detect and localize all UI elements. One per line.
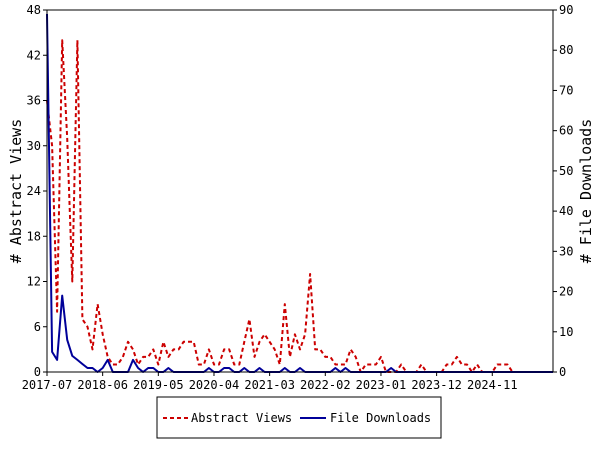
- left-tick-label: 18: [27, 229, 41, 243]
- legend-label-file-downloads: File Downloads: [330, 411, 431, 425]
- right-tick-label: 70: [559, 83, 573, 97]
- right-tick-label: 60: [559, 124, 573, 138]
- series-line-abstract-views: [46, 39, 553, 373]
- legend: Abstract Views File Downloads: [156, 396, 442, 439]
- left-tick-label: 42: [27, 48, 41, 62]
- x-tick-label: 2019-05: [133, 378, 184, 392]
- legend-box: [156, 396, 442, 439]
- x-axis-ticks: 2017-07 2018-06 2019-05 2020-04 2021-03 2022-…: [22, 372, 518, 392]
- left-tick-label: 6: [34, 320, 41, 334]
- left-tick-label: 30: [27, 139, 41, 153]
- left-tick-label: 0: [34, 365, 41, 379]
- right-tick-label: 50: [559, 164, 573, 178]
- x-tick-label: 2023-12: [411, 378, 462, 392]
- right-axis-ticks: 0 10 20 30 40 50 60 70 80 90: [553, 3, 573, 379]
- right-tick-label: 0: [559, 365, 566, 379]
- right-tick-label: 90: [559, 3, 573, 17]
- right-tick-label: 80: [559, 43, 573, 57]
- left-axis-title: # Abstract Views: [7, 119, 25, 264]
- x-tick-label: 2017-07: [22, 378, 73, 392]
- left-axis-ticks: 0 6 12 18 24 30 36 42 48: [27, 3, 47, 379]
- x-tick-label: 2021-03: [244, 378, 295, 392]
- right-tick-label: 10: [559, 325, 573, 339]
- left-tick-label: 36: [27, 94, 41, 108]
- legend-label-abstract-views: Abstract Views: [191, 411, 292, 425]
- x-tick-label: 2018-06: [77, 378, 128, 392]
- right-tick-label: 20: [559, 285, 573, 299]
- right-axis-title: # File Downloads: [577, 119, 595, 264]
- x-tick-label: 2023-01: [356, 378, 407, 392]
- left-tick-label: 24: [27, 184, 41, 198]
- left-tick-label: 48: [27, 3, 41, 17]
- right-tick-label: 30: [559, 244, 573, 258]
- x-tick-label: 2022-02: [300, 378, 351, 392]
- x-tick-label: 2020-04: [189, 378, 240, 392]
- x-tick-label: 2024-11: [467, 378, 518, 392]
- right-tick-label: 40: [559, 204, 573, 218]
- left-tick-label: 12: [27, 275, 41, 289]
